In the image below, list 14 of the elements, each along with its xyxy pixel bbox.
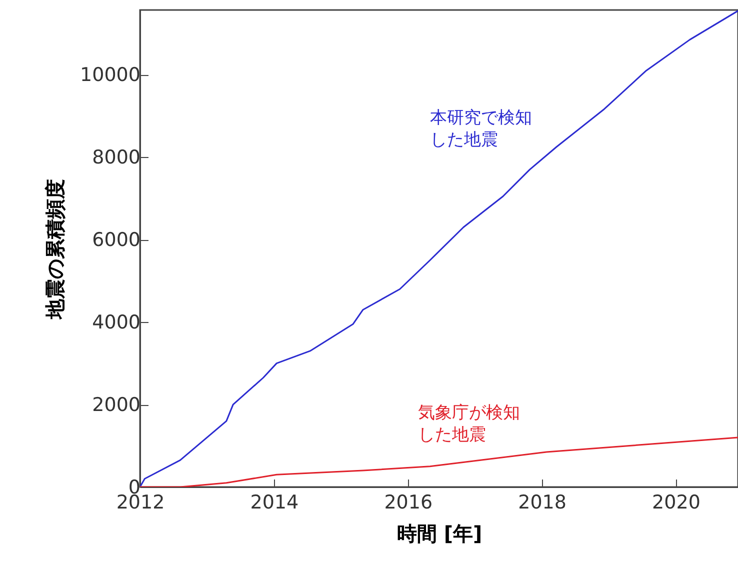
x-tick-label: 2014: [250, 492, 299, 514]
series-label: 本研究で検知した地震: [430, 108, 532, 150]
y-tick-label: 8000: [92, 146, 140, 169]
series-label: 気象庁が検知した地震: [418, 403, 520, 445]
x-tick-label: 2016: [384, 492, 433, 514]
line-series: [140, 10, 738, 487]
x-tick-label: 2018: [518, 492, 566, 514]
x-axis-title: 時間 [年]: [396, 522, 482, 546]
x-tick-label: 2020: [652, 492, 700, 514]
y-tick-label: 6000: [92, 229, 140, 252]
y-tick-label: 4000: [92, 312, 140, 334]
y-axis-title: 地震の累積頻度: [43, 179, 68, 320]
y-tick-label: 10000: [80, 64, 140, 86]
y-tick-label: 2000: [92, 394, 140, 416]
